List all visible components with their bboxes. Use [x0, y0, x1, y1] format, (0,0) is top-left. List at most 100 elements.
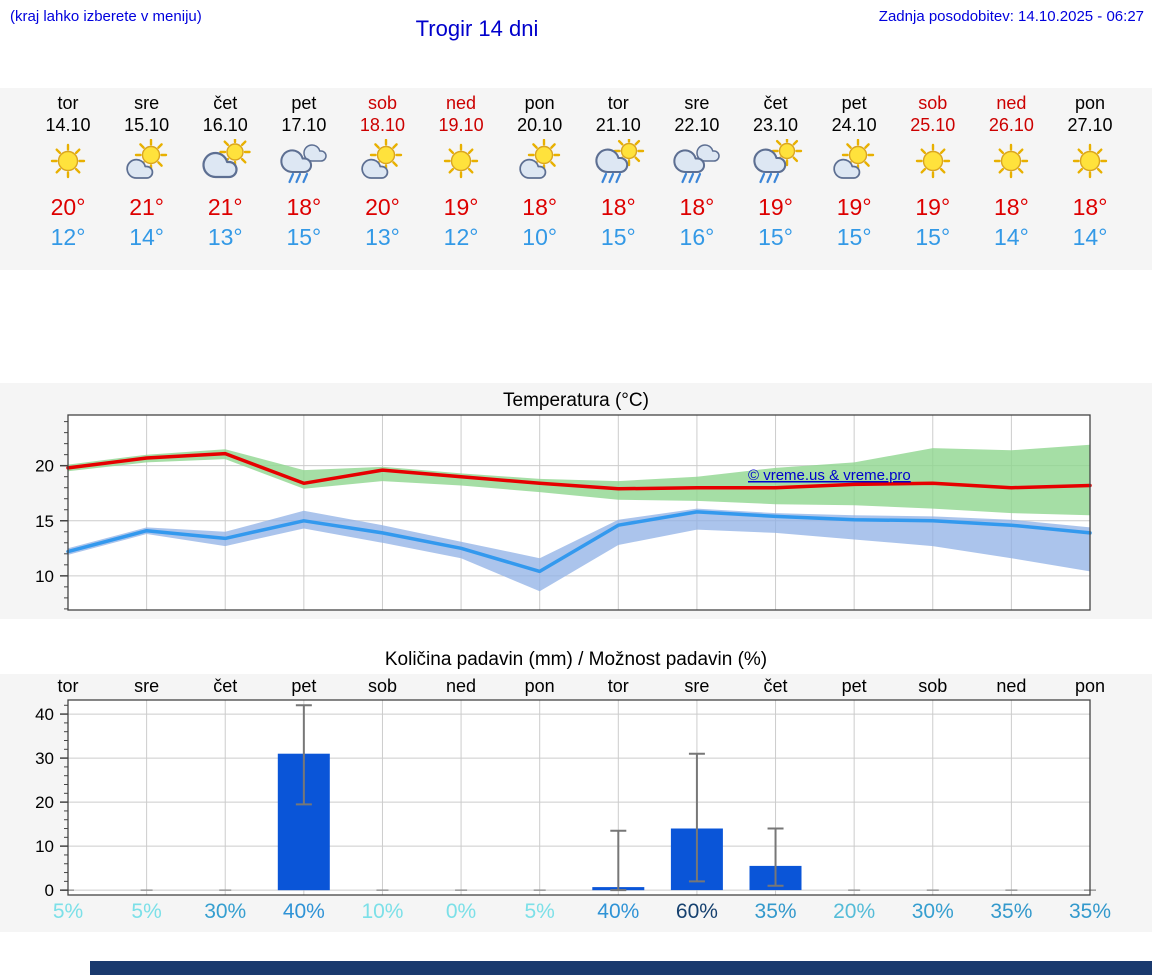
forecast-day-23.10[interactable]: čet 23.10 19° 15°: [737, 92, 815, 251]
precip-day-label: sre: [684, 676, 710, 696]
forecast-day-22.10[interactable]: sre 22.10 18° 16°: [658, 92, 736, 251]
day-date: 22.10: [674, 115, 720, 135]
forecast-day-19.10[interactable]: ned 19.10 19° 12°: [422, 92, 500, 251]
precip-day-label: pon: [524, 676, 555, 696]
precip-day-label: pet: [841, 676, 867, 696]
max-temp: 18°: [1072, 194, 1108, 220]
precip-probability: 40%: [597, 900, 640, 923]
footer-bar: [90, 961, 1152, 975]
day-date: 14.10: [45, 115, 91, 135]
day-name: pet: [841, 93, 867, 113]
day-date: 20.10: [517, 115, 563, 135]
precip-probability: 40%: [282, 900, 325, 923]
day-name: sob: [367, 93, 397, 113]
precip-probability: 10%: [361, 900, 404, 923]
day-date: 25.10: [910, 115, 956, 135]
day-name: sre: [684, 93, 710, 113]
day-date: 16.10: [202, 115, 248, 135]
precip-probability: 35%: [990, 900, 1033, 923]
last-update-note: Zadnja posodobitev: 14.10.2025 - 06:27: [878, 8, 1144, 25]
rain-clouds-icon: [658, 137, 736, 187]
min-temp: 13°: [365, 224, 400, 250]
precip-day-label: ned: [996, 676, 1027, 696]
max-temp: 18°: [522, 194, 558, 220]
forecast-day-24.10[interactable]: pet 24.10 19° 15°: [815, 92, 893, 251]
day-name: čet: [763, 93, 788, 113]
forecast-day-20.10[interactable]: pon 20.10 18° 10°: [501, 92, 579, 251]
temperature-chart: 10 15 20 © vreme.us & vreme.pro: [35, 414, 1092, 611]
sun-icon: [972, 137, 1050, 187]
day-date: 19.10: [438, 115, 484, 135]
precip-probability: 5%: [52, 900, 84, 923]
day-date: 23.10: [753, 115, 799, 135]
sun-icon: [422, 137, 500, 187]
min-temp: 14°: [1072, 224, 1108, 250]
sun-cloud-icon: [343, 137, 421, 187]
precip-day-label: čet: [763, 676, 788, 696]
sun-cloud-icon: [501, 137, 579, 187]
max-temp: 18°: [600, 194, 636, 220]
precip-section: tor sre čet pet sob ned pon tor sre čet pet sob ned p…: [0, 674, 1152, 932]
max-temp: 18°: [993, 194, 1029, 220]
cloud-sun-icon: [186, 137, 264, 187]
day-date: 24.10: [831, 115, 877, 135]
page-title: Trogir 14 dni: [415, 16, 539, 41]
svg-text:40: 40: [35, 705, 54, 724]
min-temp: 15°: [758, 224, 793, 250]
day-name: ned: [996, 93, 1027, 113]
forecast-day-21.10[interactable]: tor 21.10 18° 15°: [579, 92, 657, 251]
precip-probability: 20%: [833, 900, 876, 923]
precip-probability: 5%: [524, 900, 555, 923]
sun-rain-icon: [579, 137, 657, 187]
max-temp: 20°: [365, 194, 400, 220]
forecast-day-25.10[interactable]: sob 25.10 19° 15°: [894, 92, 972, 251]
svg-text:10: 10: [35, 837, 54, 856]
forecast-day-14.10[interactable]: tor 14.10 20° 12°: [29, 92, 107, 251]
max-temp: 21°: [129, 194, 164, 220]
precip-day-label: pet: [291, 676, 317, 696]
svg-text:30: 30: [35, 749, 54, 768]
forecast-strip: tor 14.10 20° 12° sre 15.10 21° 14° čet 16.10 21° 1…: [0, 88, 1152, 270]
svg-text:0: 0: [45, 881, 54, 900]
forecast-day-17.10[interactable]: pet 17.10 18° 15°: [265, 92, 343, 251]
svg-text:20: 20: [35, 793, 54, 812]
copyright-watermark: © vreme.us & vreme.pro: [748, 467, 911, 484]
forecast-day-18.10[interactable]: sob 18.10 20° 13°: [343, 92, 421, 251]
sun-icon: [29, 137, 107, 187]
min-temp: 15°: [915, 224, 951, 250]
precip-day-label: čet: [213, 676, 238, 696]
max-temp: 20°: [50, 194, 86, 220]
day-name: pon: [524, 93, 555, 113]
precip-probability: 35%: [1068, 900, 1112, 923]
min-temp: 10°: [522, 224, 558, 250]
day-date: 15.10: [124, 115, 170, 135]
max-temp: 18°: [679, 194, 715, 220]
precip-chart: 0 10 20 30 40: [35, 699, 1096, 900]
precip-chart-title: Količina padavin (mm) / Možnost padavin …: [384, 649, 768, 670]
precip-probability: 35%: [754, 900, 797, 923]
forecast-day-16.10[interactable]: čet 16.10 21° 13°: [186, 92, 264, 251]
day-name: čet: [213, 93, 238, 113]
day-name: sre: [134, 93, 160, 113]
forecast-day-15.10[interactable]: sre 15.10 21° 14°: [108, 92, 186, 251]
precip-day-label: ned: [446, 676, 477, 696]
min-temp: 12°: [50, 224, 86, 250]
day-date: 17.10: [281, 115, 327, 135]
forecast-day-26.10[interactable]: ned 26.10 18° 14°: [972, 92, 1050, 251]
rain-clouds-icon: [265, 137, 343, 187]
forecast-day-27.10[interactable]: pon 27.10 18° 14°: [1051, 92, 1129, 251]
precip-day-label: sob: [367, 676, 397, 696]
precip-probability: 60%: [675, 900, 718, 923]
precip-day-label: sre: [134, 676, 160, 696]
day-name: sob: [918, 93, 948, 113]
max-temp: 18°: [286, 194, 322, 220]
max-temp: 19°: [443, 194, 479, 220]
temperature-chart-title: Temperatura (°C): [503, 390, 649, 411]
precip-day-label: sob: [918, 676, 948, 696]
min-temp: 15°: [836, 224, 872, 250]
svg-text:10: 10: [35, 567, 54, 586]
precip-probability: 30%: [911, 900, 954, 923]
min-temp: 12°: [443, 224, 479, 250]
precip-day-label: tor: [57, 676, 79, 696]
